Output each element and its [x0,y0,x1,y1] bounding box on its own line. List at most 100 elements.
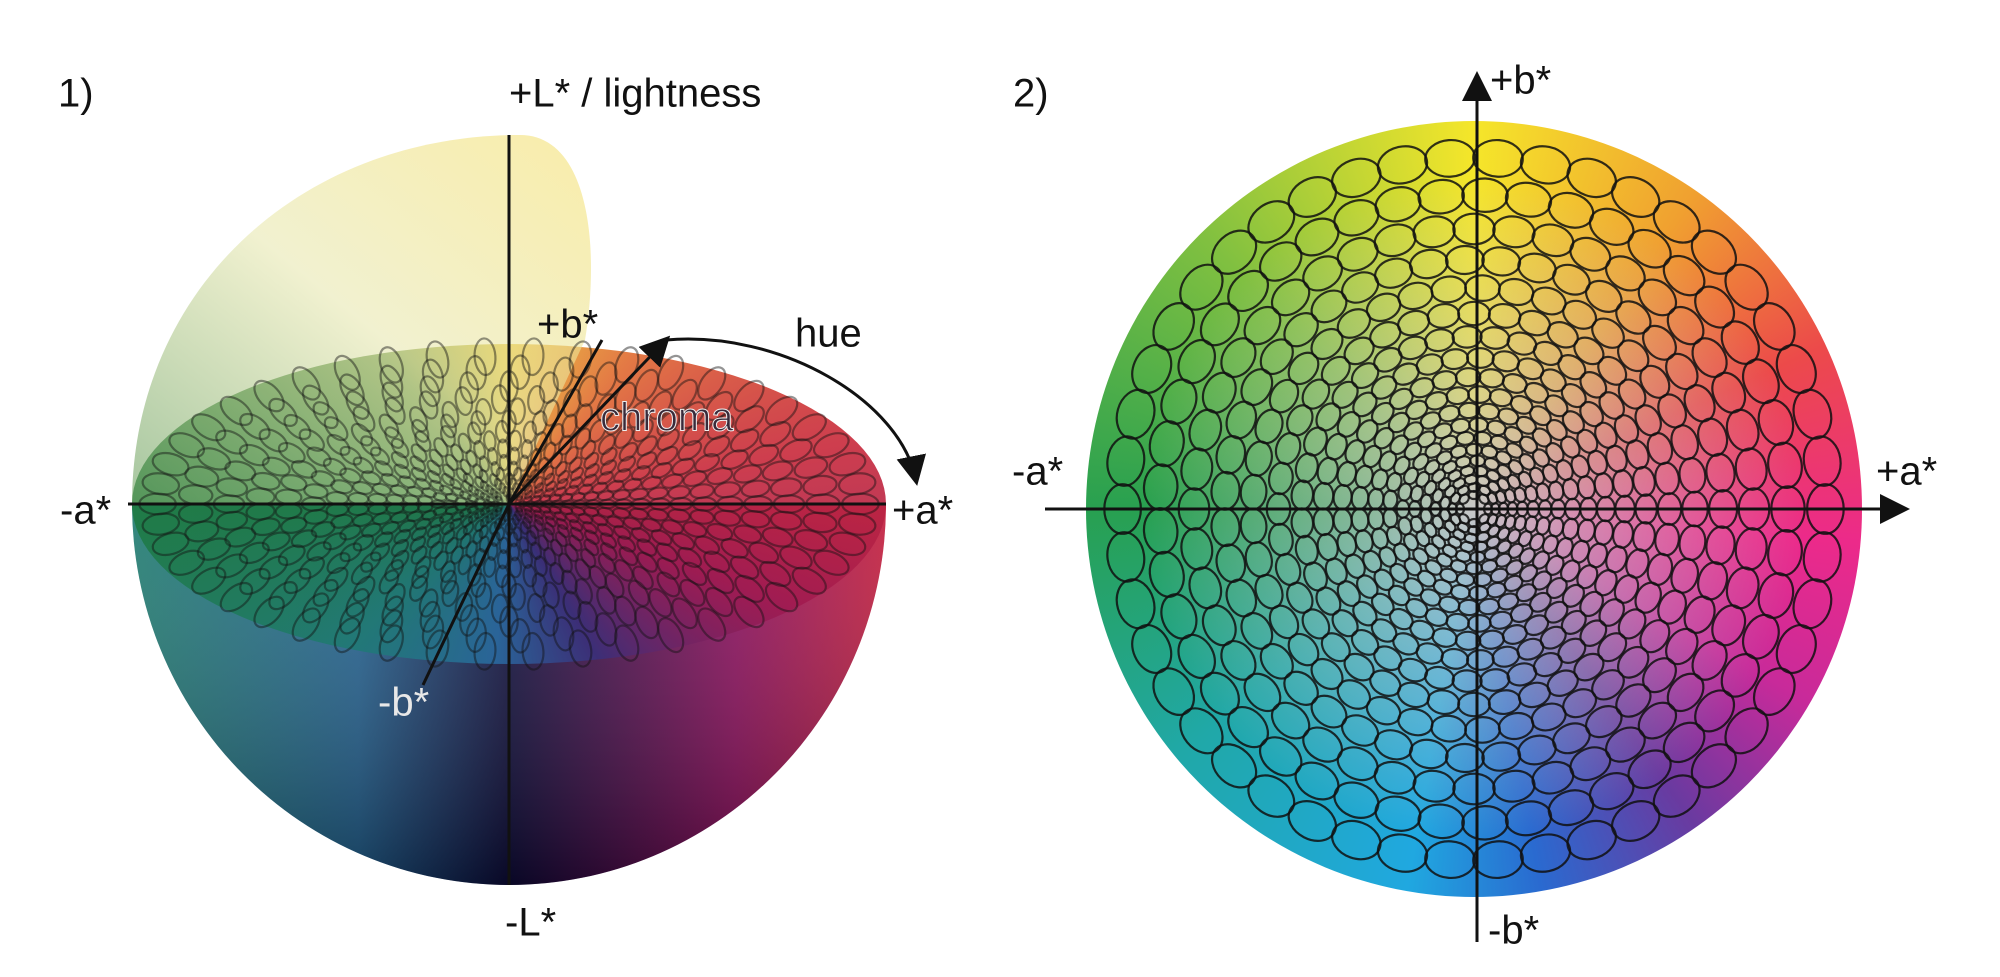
ellipse [554,531,568,548]
ellipse [594,612,618,647]
ellipse [660,519,684,535]
ellipse [542,581,560,609]
ellipse [1417,178,1465,215]
ellipse [732,464,763,484]
ellipse [261,456,291,477]
ellipse [671,597,698,630]
ellipse [494,491,503,502]
ellipse [679,578,706,607]
ellipse [556,523,571,539]
ellipse [529,541,543,560]
ellipse [1611,800,1661,842]
ellipse [1388,387,1414,411]
ellipse [426,532,442,549]
ellipse [1632,521,1656,553]
ellipse [1467,385,1492,405]
ellipse [1336,410,1361,438]
ellipse [1201,604,1237,647]
ellipse [539,505,552,514]
ellipse [604,409,625,436]
ellipse [1440,348,1470,371]
ellipse [1210,507,1241,548]
ellipse [656,556,680,580]
ellipse [1142,463,1179,511]
hue-arrow [665,337,926,486]
ellipse [1333,199,1380,237]
ellipse [542,487,555,498]
ellipse [1697,417,1729,457]
ellipse [632,565,654,591]
ellipse [1694,689,1736,733]
ellipse [298,428,325,452]
ellipse [1259,642,1294,680]
ellipse [729,555,760,580]
ellipse [450,443,465,463]
ellipse [326,552,351,575]
ellipse [1546,418,1568,442]
ellipse [1457,300,1491,327]
axis-label: +a* [892,489,953,533]
ellipse [1627,749,1672,790]
ellipse [1557,637,1587,664]
ellipse [444,536,459,555]
ellipse [1720,320,1760,365]
ellipse [543,546,557,567]
ellipse [533,519,544,532]
ellipse [1532,340,1563,366]
ellipse [268,397,298,427]
ellipse [373,460,394,477]
ellipse [527,384,546,416]
ellipse [459,508,472,518]
ellipse [1243,305,1282,346]
ellipse [268,581,298,611]
ellipse [1302,255,1343,292]
ellipse [671,532,696,551]
ellipse [524,508,534,519]
ellipse [1517,252,1557,284]
ellipse [1464,561,1484,576]
ellipse [1367,487,1385,511]
ellipse [339,445,363,466]
ellipse [515,506,524,517]
ellipse [1690,229,1738,275]
ellipse [660,473,684,489]
ellipse [438,484,454,496]
ellipse [291,607,321,642]
ellipse [1426,302,1461,329]
ellipse [560,413,578,439]
ellipse [612,507,631,520]
ellipse [577,513,594,525]
ellipse [474,509,485,520]
ellipse [1519,145,1572,185]
ellipse [475,397,493,426]
ellipse [1336,236,1379,272]
ellipse [1270,278,1311,317]
ellipse [479,480,490,493]
ellipse [472,529,484,545]
ellipse [239,412,271,441]
ellipse [612,488,631,501]
ellipse [734,574,765,603]
ellipse [258,428,289,453]
ellipse [151,531,190,557]
ellipse [614,624,640,662]
ellipse [485,504,496,513]
ellipse [215,553,249,579]
ellipse [1584,279,1623,313]
ellipse [1152,667,1196,716]
ellipse [191,413,227,442]
ellipse [1247,774,1296,818]
ellipse [454,386,474,417]
ellipse [1576,518,1596,543]
ellipse [409,455,427,473]
circle-ellipses [1103,138,1845,880]
ellipse [596,470,614,486]
ellipse [1430,714,1468,743]
ellipse [759,421,792,448]
ellipse [1312,507,1335,537]
ellipse [440,569,458,595]
ellipse [280,516,308,534]
ellipse [215,429,249,455]
ellipse [656,571,681,598]
ellipse [323,566,349,592]
